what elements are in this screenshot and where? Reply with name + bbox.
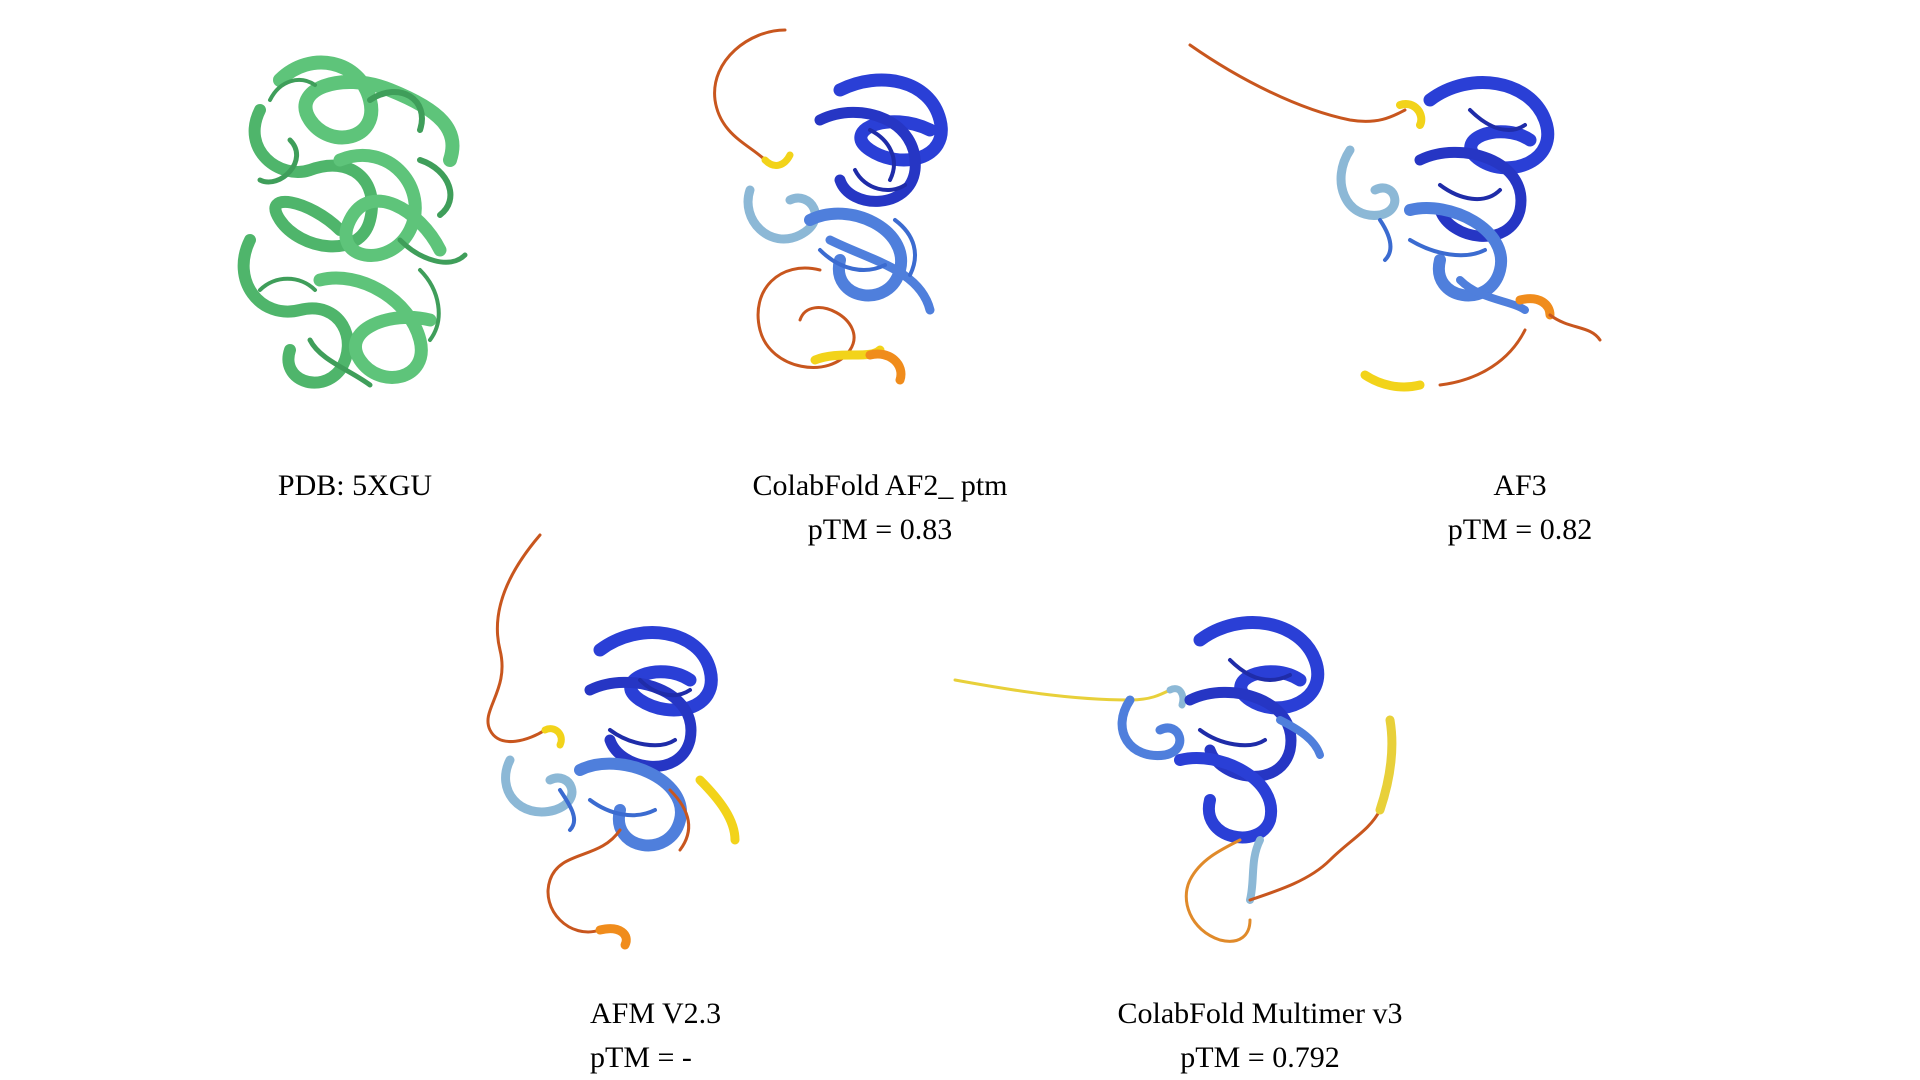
caption-ptm: pTM = - [590,1041,692,1074]
caption-colabfold-af2: ColabFold AF2_ ptm pTM = 0.83 [730,464,1030,552]
caption-af3: AF3 pTM = 0.82 [1380,464,1660,552]
structure-panel-pdb [220,40,500,410]
caption-ptm: pTM = 0.82 [1447,513,1593,546]
structure-panel-colabfold-multimer-v3 [950,600,1470,960]
structure-panel-colabfold-af2 [690,20,1020,400]
protein-structure-colabfold-af2 [713,28,948,385]
protein-structure-colabfold-multimer-v3 [953,616,1397,943]
structure-panel-af3 [1180,40,1660,420]
caption-afm-v23: AFM V2.3 pTM = - [590,992,790,1080]
caption-title: ColabFold Multimer v3 [1117,997,1403,1030]
protein-structure-af3 [1188,43,1602,392]
caption-title: PDB: 5XGU [277,469,433,502]
structure-panel-afm-v23 [470,530,810,990]
protein-structure-afm-v23 [486,533,740,950]
caption-pdb: PDB: 5XGU [210,464,500,508]
caption-title: AFM V2.3 [590,997,722,1030]
caption-ptm: pTM = 0.792 [1180,1041,1340,1074]
protein-structure-pdb-5xgu [237,55,468,389]
caption-colabfold-multimer-v3: ColabFold Multimer v3 pTM = 0.792 [1110,992,1410,1080]
caption-title: AF3 [1493,469,1547,502]
caption-ptm: pTM = 0.83 [807,513,953,546]
caption-title: ColabFold AF2_ ptm [752,469,1008,502]
